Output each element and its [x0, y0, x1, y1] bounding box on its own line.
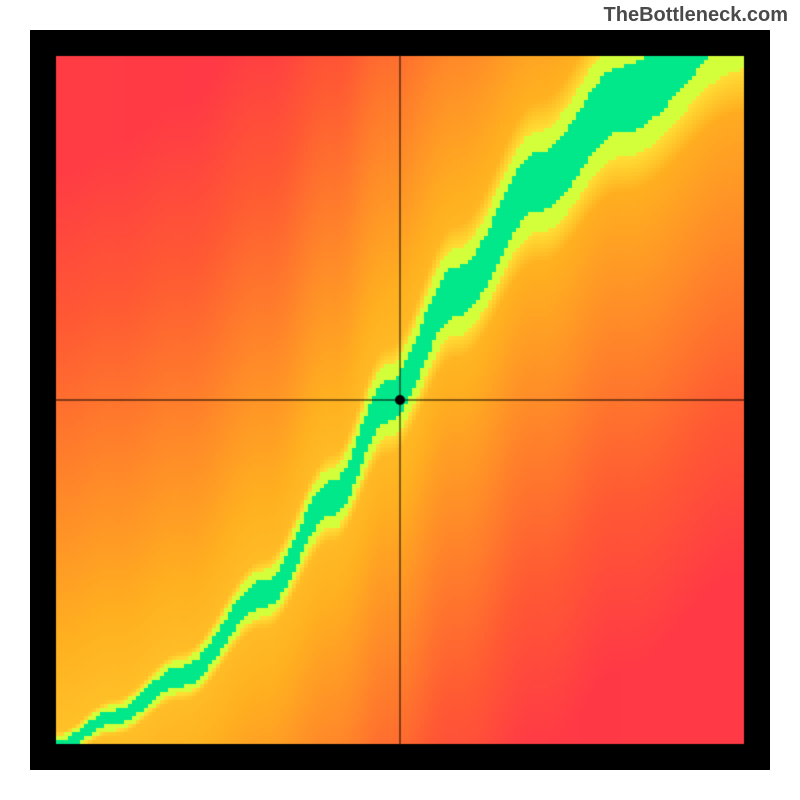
- watermark-text: TheBottleneck.com: [604, 4, 788, 27]
- chart-area: [30, 30, 770, 770]
- chart-container: TheBottleneck.com: [0, 0, 800, 800]
- crosshair-overlay: [30, 30, 770, 770]
